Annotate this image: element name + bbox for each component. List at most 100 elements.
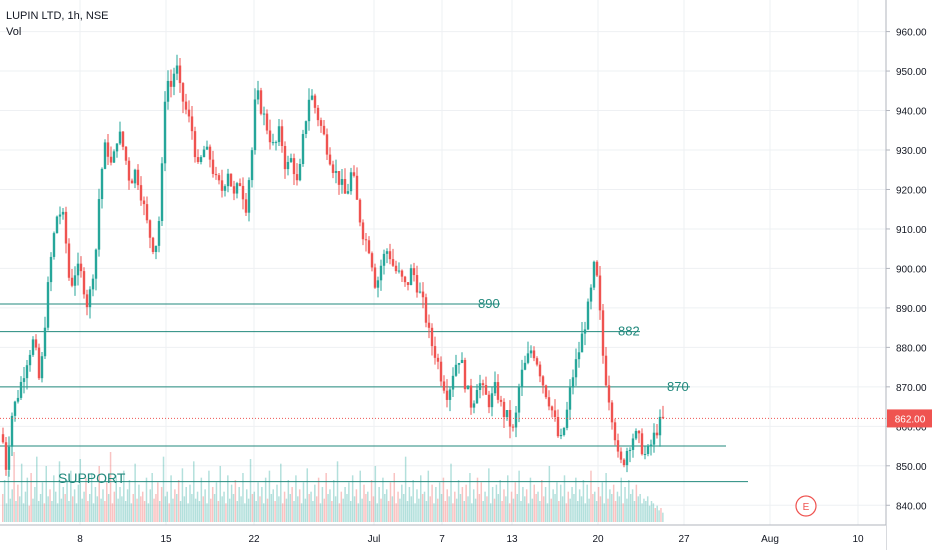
volume-bar <box>145 477 148 522</box>
volume-bar <box>586 484 588 522</box>
volume-bar <box>234 480 237 522</box>
candle-body <box>16 397 20 402</box>
candle-body <box>79 263 83 272</box>
candle-body <box>436 357 440 362</box>
volume-bar <box>611 494 613 522</box>
volume-bar <box>206 503 208 522</box>
candle-body <box>214 173 218 176</box>
volume-bar <box>467 496 469 522</box>
volume-bar <box>98 466 100 522</box>
candle-body <box>319 120 323 126</box>
volume-bar <box>550 498 553 522</box>
candle-body <box>133 169 137 184</box>
volume-bar <box>378 487 380 522</box>
volume-bar <box>11 489 13 522</box>
volume-bar <box>535 494 537 522</box>
candle-body <box>502 401 506 418</box>
candle-body <box>586 301 590 330</box>
volume-bar <box>176 494 178 522</box>
volume-bar <box>431 484 433 522</box>
price-axis[interactable] <box>886 0 932 550</box>
volume-bar <box>546 503 549 522</box>
candle-body <box>640 433 644 455</box>
candle-body <box>58 214 62 217</box>
volume-bar <box>503 489 505 522</box>
volume-label: Vol <box>6 26 22 38</box>
earnings-marker[interactable]: E <box>795 495 817 517</box>
candle-body <box>280 126 284 147</box>
candle-body <box>388 251 392 260</box>
candle-body <box>313 95 317 108</box>
candle-body <box>385 251 389 254</box>
volume-bar <box>134 463 136 522</box>
candle-body <box>226 173 230 187</box>
volume-bar <box>425 501 428 522</box>
candle-body <box>526 353 530 363</box>
candle-body <box>19 381 23 398</box>
candle-body <box>427 322 431 328</box>
volume-bar <box>20 463 23 522</box>
volume-bar <box>514 482 517 522</box>
volume-bar <box>174 489 176 522</box>
candle-body <box>160 163 164 222</box>
volume-bar <box>132 494 134 522</box>
candle-body <box>412 268 416 276</box>
candle-body <box>292 158 296 175</box>
volume-bar <box>584 503 587 522</box>
candle-body <box>493 382 497 394</box>
last-price-tag: 862.00 <box>887 409 932 428</box>
candle-body <box>478 383 482 390</box>
candle-body <box>175 65 179 74</box>
candle-body <box>532 350 536 359</box>
candle-body <box>466 385 470 390</box>
candle-body <box>424 297 428 323</box>
volume-bar <box>121 496 123 522</box>
candle-body <box>373 267 377 288</box>
level-label: 870 <box>667 379 689 394</box>
volume-bar <box>571 487 573 522</box>
candle-body <box>28 354 32 366</box>
volume-bar <box>185 487 187 522</box>
candle-body <box>559 434 563 437</box>
volume-bar <box>194 498 197 522</box>
volume-bar <box>126 489 129 522</box>
candle-body <box>571 377 575 388</box>
volume-bar <box>2 494 4 522</box>
volume-bar <box>39 494 42 522</box>
volume-bar <box>9 498 12 522</box>
volume-bar <box>512 498 515 522</box>
volume-bar <box>333 480 335 522</box>
candle-body <box>601 310 605 356</box>
volume-bar <box>488 468 490 522</box>
volume-bar <box>635 484 638 522</box>
volume-bar <box>136 498 138 522</box>
candle-body <box>220 180 224 191</box>
candle-body <box>625 450 629 466</box>
candle-body <box>130 180 134 184</box>
candle-body <box>124 146 128 161</box>
volume-bar <box>410 496 413 522</box>
candle-body <box>553 410 557 417</box>
volume-bar <box>107 494 110 522</box>
volume-bar <box>158 501 161 522</box>
volume-bar <box>590 470 592 522</box>
volume-bar <box>412 480 414 522</box>
volume-bar <box>491 487 494 522</box>
volume-bar <box>420 475 422 522</box>
candle-body <box>334 170 338 173</box>
time-axis[interactable] <box>0 525 886 550</box>
volume-bar <box>128 480 131 522</box>
volume-bar <box>94 487 97 522</box>
candle-body <box>7 446 11 470</box>
x-tick-label: 15 <box>160 534 172 545</box>
volume-bar <box>548 466 551 522</box>
volume-bar <box>244 503 246 522</box>
candle-body <box>85 294 89 308</box>
volume-bar <box>242 473 244 522</box>
volume-bar <box>198 501 201 522</box>
volume-bar <box>474 498 477 522</box>
volume-bar <box>221 496 223 522</box>
x-tick-label: 27 <box>678 534 690 545</box>
volume-bar <box>601 482 604 522</box>
